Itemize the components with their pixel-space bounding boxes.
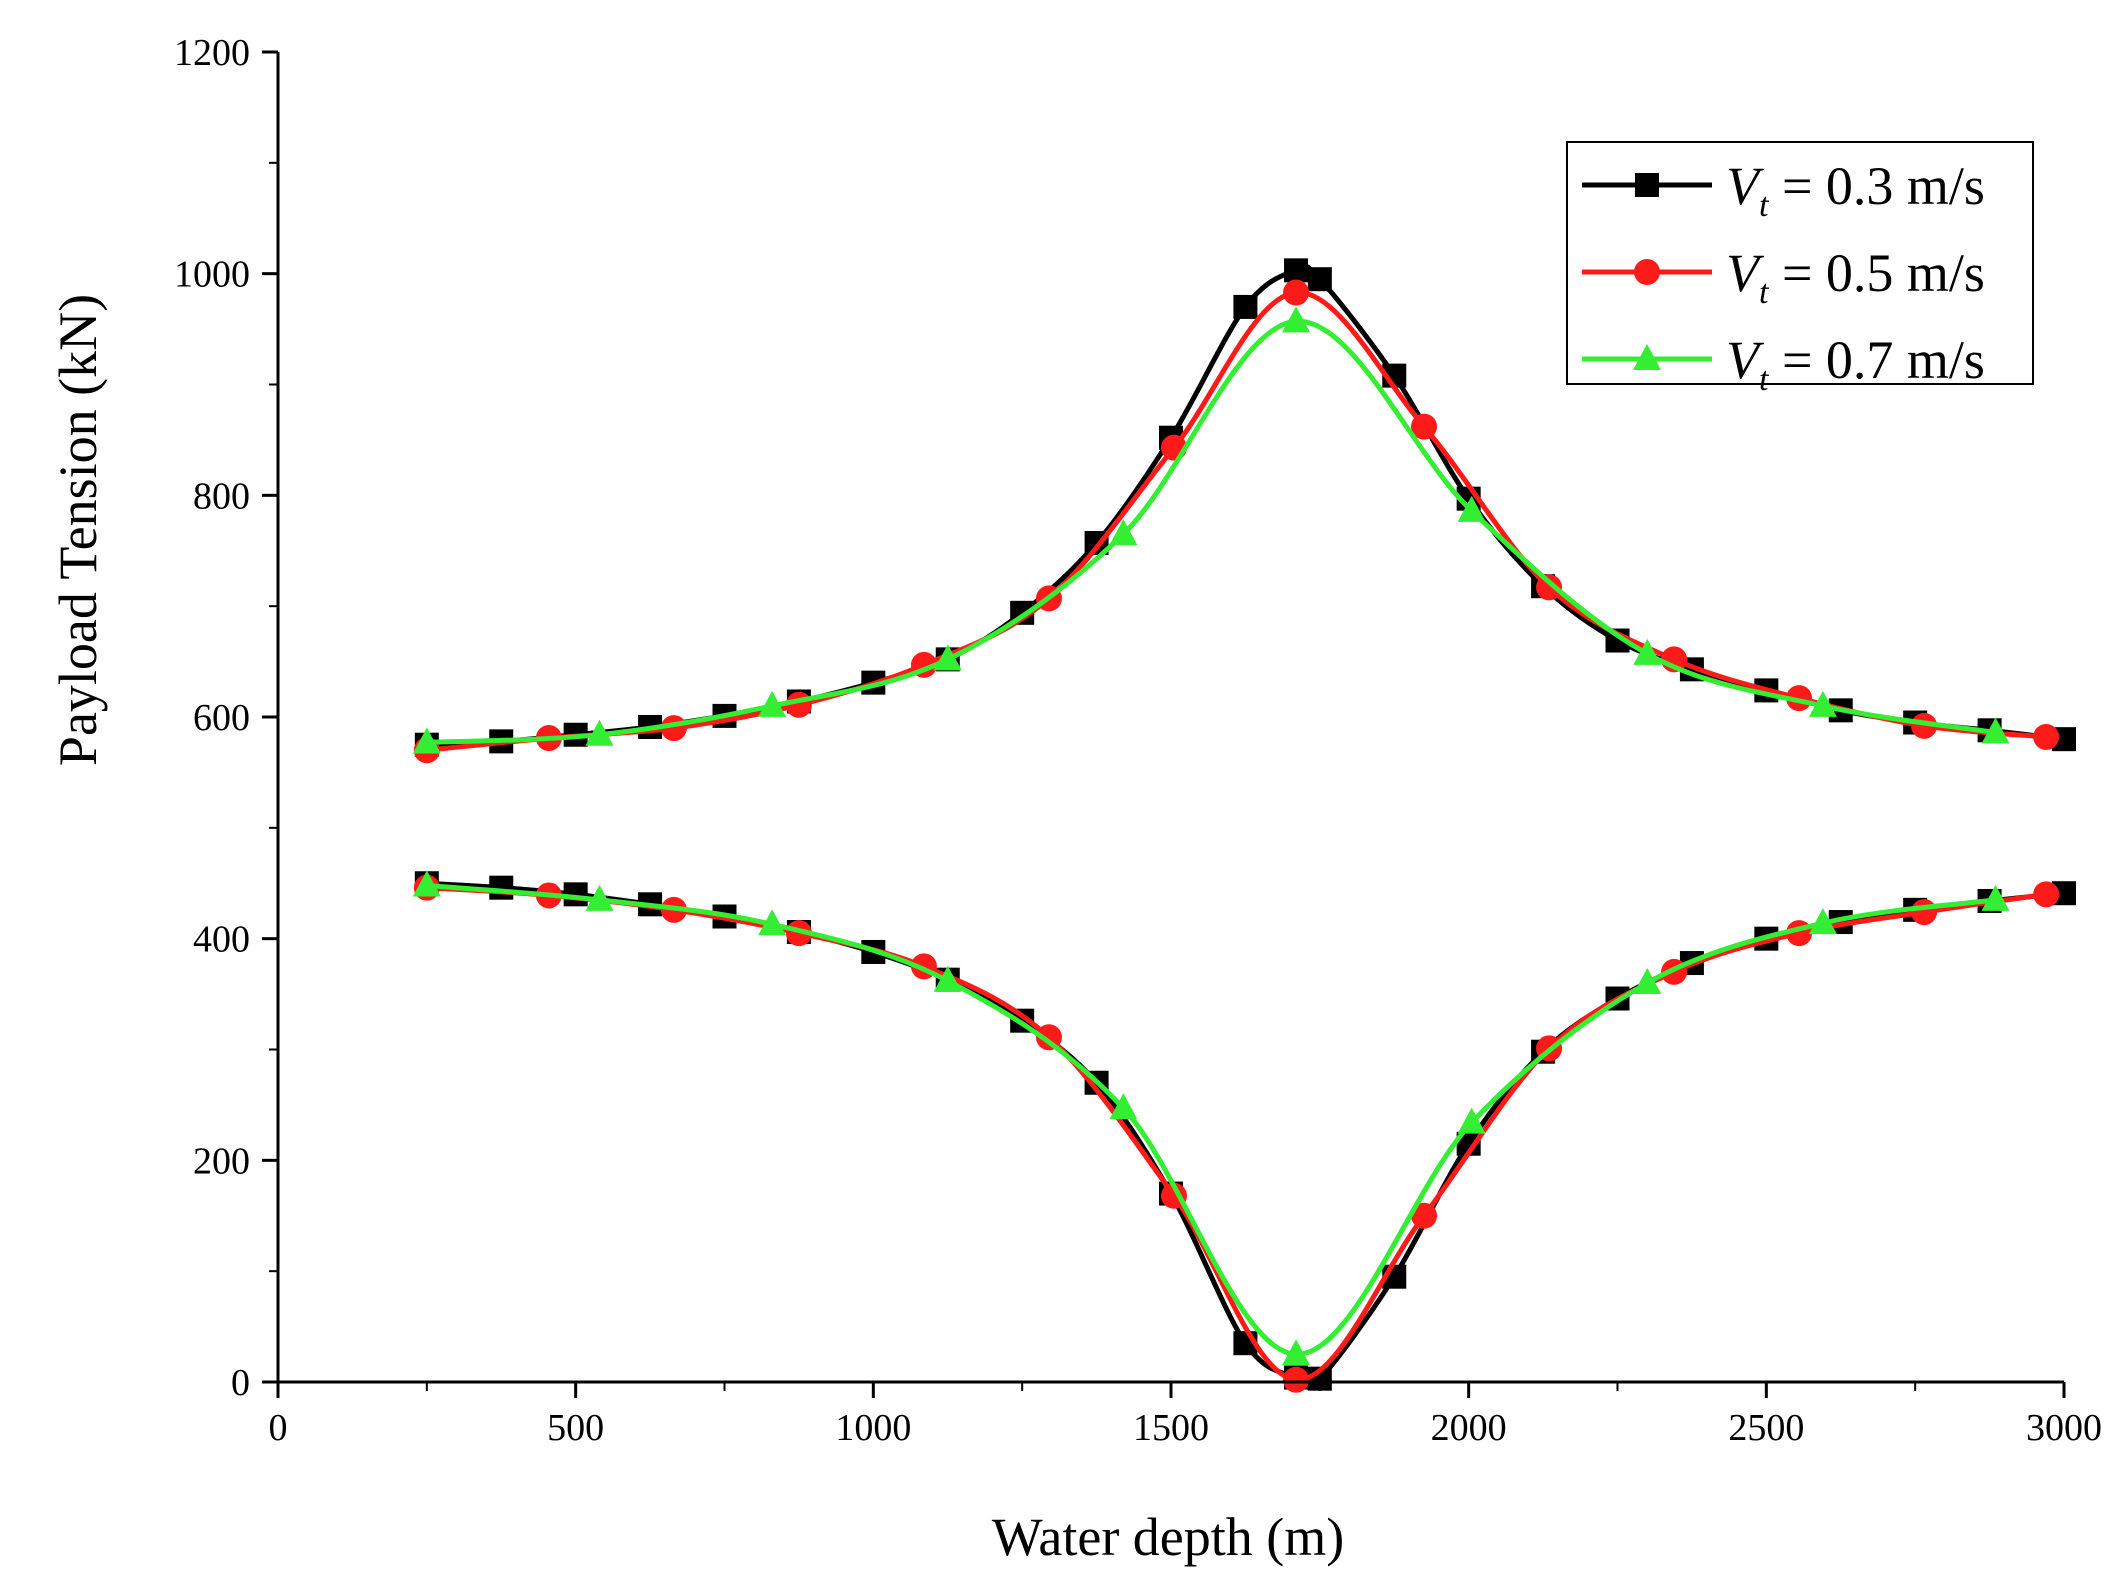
axis-ticks: 0 500 1000 1500 2000 2500 3000 0 200 400 600 800 100… [174,32,2102,1449]
data-point-square [489,875,514,900]
data-point-circle [1411,413,1438,440]
x-tick-label: 0 [269,1407,288,1449]
series-3-upper-line [424,318,1998,745]
data-point-triangle [1282,306,1311,333]
data-point-triangle [1981,717,2010,744]
plot-series [412,258,2076,1393]
data-point-triangle [758,690,787,717]
legend-label-1: Vt = 0.3 m/s [1726,156,1985,224]
data-point-circle [1411,1202,1438,1229]
series-3-lower-line [424,883,1998,1357]
data-point-triangle [758,909,787,936]
data-point-square [1284,258,1309,283]
data-point-triangle [585,719,614,746]
x-tick-label: 1000 [835,1407,911,1449]
data-point-triangle [1109,519,1138,546]
legend-label-3: Vt = 0.7 m/s [1726,330,1985,398]
legend-subscript: t [1759,274,1770,311]
data-point-circle [1911,899,1938,926]
x-tick-label: 2500 [1728,1407,1804,1449]
series-3 [412,306,2010,1366]
data-point-circle [1283,279,1310,306]
data-point-circle [1911,712,1938,739]
y-tick-label: 800 [193,475,250,517]
legend-symbol: V [1726,156,1765,216]
data-point-triangle [585,884,614,911]
data-point-triangle [1457,495,1486,522]
axes [276,52,2064,1384]
data-point-triangle [1633,968,1662,994]
data-point-triangle [1633,638,1662,665]
data-point-triangle [1457,1107,1486,1134]
data-point-circle [1634,259,1660,285]
data-point-triangle [933,644,962,671]
series-2-lower-line [424,885,2049,1383]
x-tick-label: 1500 [1133,1407,1209,1449]
legend-subscript: t [1759,361,1770,398]
legend: Vt = 0.3 m/sVt = 0.5 m/sVt = 0.7 m/s [1566,141,2034,398]
data-point-circle [2033,723,2060,750]
legend-subscript: t [1759,187,1770,224]
data-point-triangle [412,727,441,754]
data-point-circle [1536,574,1563,601]
data-point-square [1233,294,1258,319]
legend-value: = 0.5 m/s [1768,243,1984,303]
x-axis-title: Water depth (m) [992,1507,1345,1567]
data-point-circle [2033,881,2060,908]
legend-value: = 0.7 m/s [1768,330,1984,390]
y-axis-title: Payload Tension (kN) [48,294,108,766]
legend-label-2: Vt = 0.5 m/s [1726,243,1985,311]
data-point-triangle [1282,1339,1311,1366]
data-point-square [1307,267,1332,292]
data-point-triangle [1109,1093,1138,1120]
data-point-triangle [1981,884,2010,911]
data-point-square [1635,173,1659,197]
x-tick-label: 500 [547,1407,604,1449]
series-2-upper-line [424,289,2049,753]
legend-symbol: V [1726,330,1765,390]
data-point-circle [1283,1366,1310,1393]
legend-value: = 0.3 m/s [1768,156,1984,216]
y-tick-label: 600 [193,697,250,739]
data-point-triangle [933,965,962,992]
y-tick-label: 0 [231,1362,250,1404]
data-point-triangle [1808,908,1837,935]
data-point-triangle [1808,690,1837,717]
y-tick-label: 200 [193,1140,250,1182]
data-point-triangle [1633,344,1661,370]
legend-symbol: V [1726,243,1765,303]
x-tick-label: 3000 [2026,1407,2102,1449]
data-point-triangle [412,870,441,897]
y-tick-label: 1000 [174,254,250,296]
y-tick-label: 1200 [174,32,250,74]
y-tick-label: 400 [193,919,250,961]
x-tick-label: 2000 [1431,1407,1507,1449]
